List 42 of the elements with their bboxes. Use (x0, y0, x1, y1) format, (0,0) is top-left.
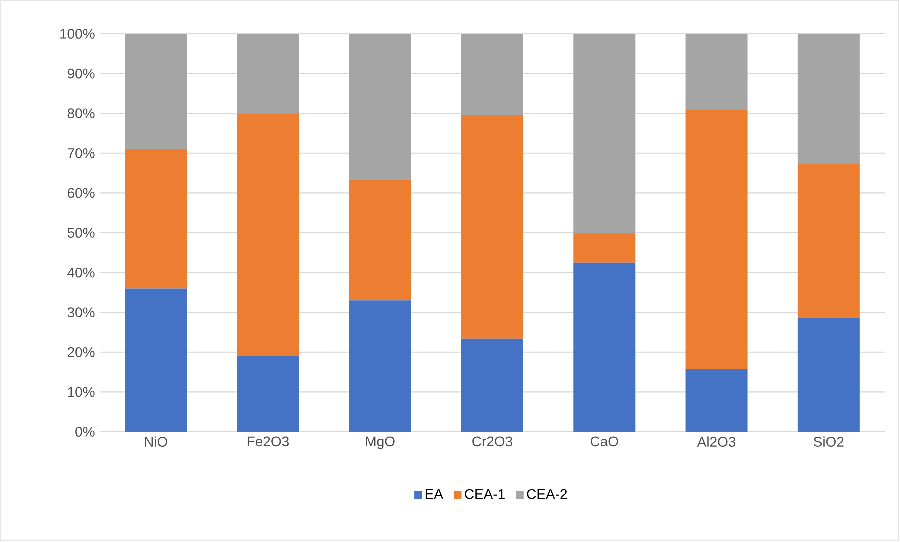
bar (798, 164, 860, 318)
y-tick-label: 80% (68, 108, 95, 119)
bar (237, 34, 300, 114)
x-tick-label: Fe2O3 (248, 436, 290, 447)
x-tick-label: MgO (366, 436, 395, 450)
y-tick-label: 30% (68, 308, 95, 318)
bar (462, 338, 524, 432)
bar (574, 232, 636, 263)
y-tick-label: 90% (68, 68, 95, 79)
bar (125, 34, 188, 150)
bar (125, 288, 188, 432)
bar (574, 262, 636, 432)
bar (574, 34, 636, 233)
legend-label: CEA-1 (465, 489, 505, 500)
y-tick-label: 50% (68, 228, 95, 238)
bar (686, 34, 748, 110)
bar (125, 149, 188, 289)
y-tick-label: 100% (60, 29, 95, 39)
bar (349, 300, 412, 432)
bar (349, 180, 412, 301)
bar (462, 115, 524, 339)
legend-label: CEA-2 (527, 489, 568, 500)
x-tick-label: SiO2 (814, 436, 844, 447)
bar (798, 34, 860, 164)
y-tick-label: 70% (68, 148, 95, 158)
bar (349, 34, 412, 180)
bar (462, 34, 524, 116)
bar (686, 369, 748, 432)
y-tick-label: 60% (68, 188, 95, 198)
bar (237, 114, 300, 356)
bar (237, 356, 300, 432)
legend-label: EA (426, 489, 444, 500)
y-tick-label: 10% (68, 387, 95, 398)
x-tick-label: NiO (145, 436, 168, 447)
y-tick-label: 0% (76, 427, 95, 437)
bar (798, 318, 860, 432)
bar (686, 110, 748, 370)
x-tick-label: CaO (590, 436, 618, 447)
y-tick-label: 20% (68, 347, 95, 358)
x-tick-label: Cr2O3 (472, 436, 512, 447)
y-tick-label: 40% (68, 268, 95, 278)
x-tick-label: Al2O3 (697, 436, 736, 447)
